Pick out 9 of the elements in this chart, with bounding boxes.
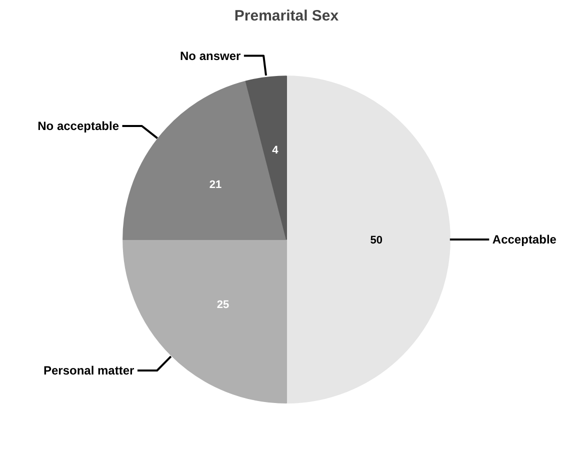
data-label: 4: [272, 144, 280, 156]
slice-label: Personal matter: [43, 363, 135, 378]
data-label: 25: [216, 298, 230, 311]
slice-label: No answer: [180, 48, 242, 63]
chart-title: Premarital Sex: [234, 8, 340, 24]
data-label: 50: [370, 234, 383, 247]
data-label: 21: [209, 178, 222, 191]
slice-label: Acceptable: [492, 232, 557, 247]
slice-label: No acceptable: [38, 119, 120, 133]
